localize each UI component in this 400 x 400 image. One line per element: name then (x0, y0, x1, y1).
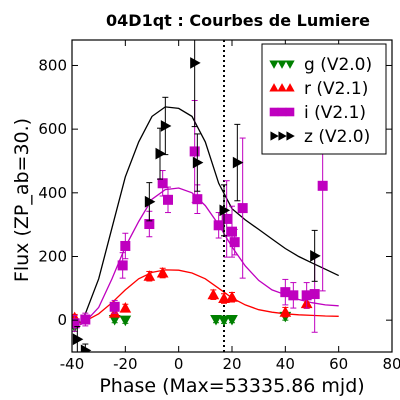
data-point (221, 213, 232, 224)
data-point (72, 318, 80, 329)
data-point (155, 147, 167, 160)
legend-marker (285, 83, 295, 92)
data-point (226, 315, 238, 326)
fit-curve-2 (79, 269, 339, 324)
y-tick-label: 400 (38, 184, 67, 202)
data-point (143, 270, 156, 281)
data-point (189, 146, 200, 157)
data-point (192, 156, 204, 169)
data-point (226, 291, 238, 302)
data-point (72, 333, 84, 346)
data-point (288, 290, 299, 301)
data-point (207, 288, 220, 300)
legend-marker (269, 107, 279, 117)
data-point (117, 260, 128, 271)
data-point (144, 195, 156, 208)
data-point (279, 306, 292, 317)
legend-label: r (V2.1) (304, 79, 368, 99)
x-tick-label: 20 (222, 355, 241, 373)
legend-marker (277, 107, 287, 117)
legend-label: z (V2.0) (304, 127, 370, 147)
fit-curve-0 (79, 106, 339, 324)
data-point (309, 289, 320, 300)
series-z (72, 40, 321, 352)
legend-marker (277, 60, 287, 69)
legend-label: i (V2.1) (304, 103, 366, 123)
x-tick-label: 60 (329, 355, 348, 373)
data-point (119, 315, 132, 327)
data-point (210, 315, 222, 326)
data-point (218, 292, 230, 304)
data-point (80, 344, 92, 352)
data-point (310, 250, 321, 262)
data-point (237, 203, 248, 214)
x-tick-label: -20 (113, 355, 138, 373)
data-point (157, 178, 168, 189)
y-tick-label: 200 (38, 247, 67, 265)
series-g (72, 311, 292, 333)
legend-marker (278, 131, 287, 141)
data-point (219, 204, 231, 217)
data-point (160, 120, 172, 132)
data-point (218, 315, 230, 327)
legend-marker (269, 60, 279, 69)
data-point (213, 220, 224, 231)
legend-marker (277, 83, 287, 92)
data-point (229, 237, 240, 248)
legend-marker (285, 107, 295, 117)
legend-marker (285, 60, 295, 69)
legend: g (V2.0) r (V2.1) i (V2.1) z (V2.0) (261, 43, 387, 155)
data-point (156, 267, 169, 278)
x-tick-label: 0 (174, 355, 184, 373)
chart-title: 04D1qt : Courbes de Lumiere (106, 11, 370, 30)
y-axis-label: Flux (ZP_ab=30.) (11, 118, 33, 282)
data-points (72, 40, 328, 352)
data-point (317, 180, 328, 191)
legend-label: g (V2.0) (304, 55, 372, 75)
y-tick-label: 0 (57, 311, 67, 329)
x-tick-label: 80 (382, 355, 400, 373)
x-tick-label: 40 (276, 355, 295, 373)
x-axis-label: Phase (Max=53335.86 mjd) (99, 375, 364, 397)
legend-marker (270, 131, 279, 141)
legend-marker (286, 131, 295, 141)
y-tick-label: 800 (38, 56, 67, 74)
legend-marker (269, 83, 279, 92)
data-point (119, 302, 132, 313)
data-point (192, 194, 203, 205)
data-point (190, 57, 201, 69)
data-point (120, 240, 131, 251)
y-tick-label: 600 (38, 120, 67, 138)
data-point (232, 156, 244, 169)
data-point (227, 226, 237, 237)
data-point (109, 301, 120, 312)
series-r (72, 267, 313, 323)
x-tick-label: -40 (60, 355, 85, 373)
data-point (163, 194, 173, 205)
data-point (80, 314, 91, 325)
